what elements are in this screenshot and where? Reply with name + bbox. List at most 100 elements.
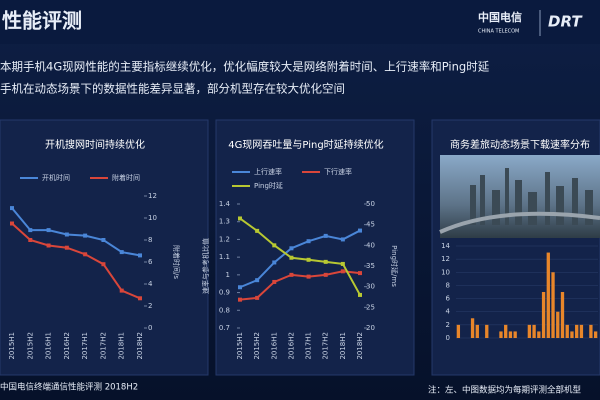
- point: [10, 221, 14, 226]
- bar: [570, 331, 574, 338]
- point: [358, 228, 362, 233]
- city-skyline: [470, 168, 593, 225]
- y2-tick-label: 8: [148, 236, 152, 244]
- bar: [537, 331, 541, 338]
- x-tick-label: 2015H1: [8, 332, 16, 360]
- y2-axis-label: Ping时延/ms: [390, 245, 399, 287]
- panel: [0, 119, 209, 376]
- point: [323, 259, 328, 264]
- point: [272, 260, 277, 265]
- point: [289, 272, 294, 277]
- y-axis-label: 速率与参考机比值: [201, 238, 210, 294]
- y-tick-label: 6: [446, 295, 451, 303]
- bar: [504, 324, 508, 338]
- x-tick-label: 2015H2: [253, 332, 261, 360]
- legend-label: 上行速率: [254, 167, 282, 176]
- footer: 中国电信终端通信性能评测 2018H2: [0, 382, 138, 393]
- y2-tick-label: 20: [366, 324, 375, 332]
- x-tick-label: 2016H2: [63, 332, 71, 360]
- legend-label: 开机时间: [42, 173, 70, 182]
- bar: [470, 318, 475, 338]
- bar: [532, 324, 536, 338]
- x-tick-label: 2018H2: [356, 332, 364, 360]
- y-tick-label: 0.9: [219, 289, 230, 297]
- x-tick-label: 2016H1: [270, 332, 278, 360]
- x-tick-label: 2018H1: [339, 332, 347, 360]
- bar: [499, 331, 503, 338]
- point: [138, 296, 142, 301]
- chart-title: 商务差旅动态场景下载速率分布: [450, 138, 590, 151]
- x-tick-label: 2017H2: [322, 332, 330, 360]
- point: [238, 297, 242, 302]
- x-tick-label: 2018H2: [136, 332, 144, 360]
- point: [306, 274, 311, 279]
- y-tick-label: 10: [441, 268, 450, 276]
- y-tick-label: 1.4: [219, 200, 231, 208]
- point: [272, 243, 277, 248]
- point: [289, 246, 294, 251]
- point: [340, 269, 345, 274]
- y2-axis-label: 附着时间/s: [172, 245, 181, 279]
- y2-tick-label: 45: [366, 221, 375, 229]
- logo: 中国电信: [478, 10, 522, 24]
- y-tick-label: 1.1: [219, 253, 230, 261]
- point: [119, 250, 124, 255]
- point: [238, 285, 242, 290]
- y-tick-label: 2: [446, 321, 450, 329]
- x-tick-label: 2015H2: [26, 332, 34, 360]
- point: [101, 262, 106, 267]
- point: [255, 295, 260, 300]
- x-tick-label: 2017H1: [305, 332, 313, 360]
- point: [46, 243, 51, 248]
- slide-title: 性能评测: [2, 9, 82, 33]
- x-tick-label: 2017H2: [99, 332, 107, 360]
- y-tick-label: 4: [446, 308, 451, 316]
- y-tick-label: 0.7: [219, 324, 230, 332]
- bar: [593, 331, 598, 338]
- bar: [527, 324, 532, 338]
- legend-label: Ping时延: [254, 181, 283, 190]
- y-tick-label: 12: [441, 255, 450, 263]
- bar: [508, 331, 513, 338]
- bar: [579, 324, 584, 338]
- bar: [485, 324, 489, 338]
- legend-label: 下行速率: [324, 167, 352, 176]
- point: [119, 288, 124, 293]
- city-road: [439, 211, 600, 234]
- point: [138, 253, 142, 258]
- point: [255, 228, 260, 233]
- y-tick-label: 0: [446, 334, 450, 342]
- series-line: [239, 270, 361, 301]
- bar: [551, 272, 555, 338]
- y2-tick-label: 0: [148, 324, 152, 332]
- bar: [541, 292, 546, 338]
- point: [28, 238, 33, 242]
- logo2: DRT: [548, 13, 583, 31]
- y2-tick-label: 40: [366, 241, 375, 249]
- y2-tick-label: 25: [366, 303, 375, 311]
- y-tick-label: 1.3: [219, 218, 230, 226]
- y2-tick-label: 12: [148, 192, 157, 200]
- bar: [560, 292, 565, 338]
- header-bar: [0, 0, 600, 44]
- series-line: [239, 229, 361, 289]
- point: [323, 233, 328, 238]
- bar: [456, 324, 461, 338]
- point: [64, 245, 69, 250]
- series-line: [239, 217, 361, 296]
- y2-tick-label: 50: [366, 200, 375, 208]
- bar: [565, 324, 569, 338]
- point: [83, 233, 88, 238]
- logo-en: CHINA TELECOM: [478, 29, 519, 35]
- point: [64, 232, 69, 237]
- point: [272, 279, 277, 284]
- y-tick-label: 14: [441, 242, 450, 250]
- body-line: 本期手机4G现网性能的主要指标继续优化，优化幅度较大是网络附着时间、上行速率和P…: [0, 60, 490, 74]
- series-line: [11, 207, 141, 257]
- point: [101, 238, 106, 242]
- chart-title: 开机搜网时间持续优化: [45, 138, 145, 151]
- point: [255, 278, 260, 283]
- body-line: 手机在动态场景下的数据性能差异显著，部分机型存在较大优化空间: [0, 82, 345, 96]
- x-tick-label: 2017H1: [81, 332, 89, 360]
